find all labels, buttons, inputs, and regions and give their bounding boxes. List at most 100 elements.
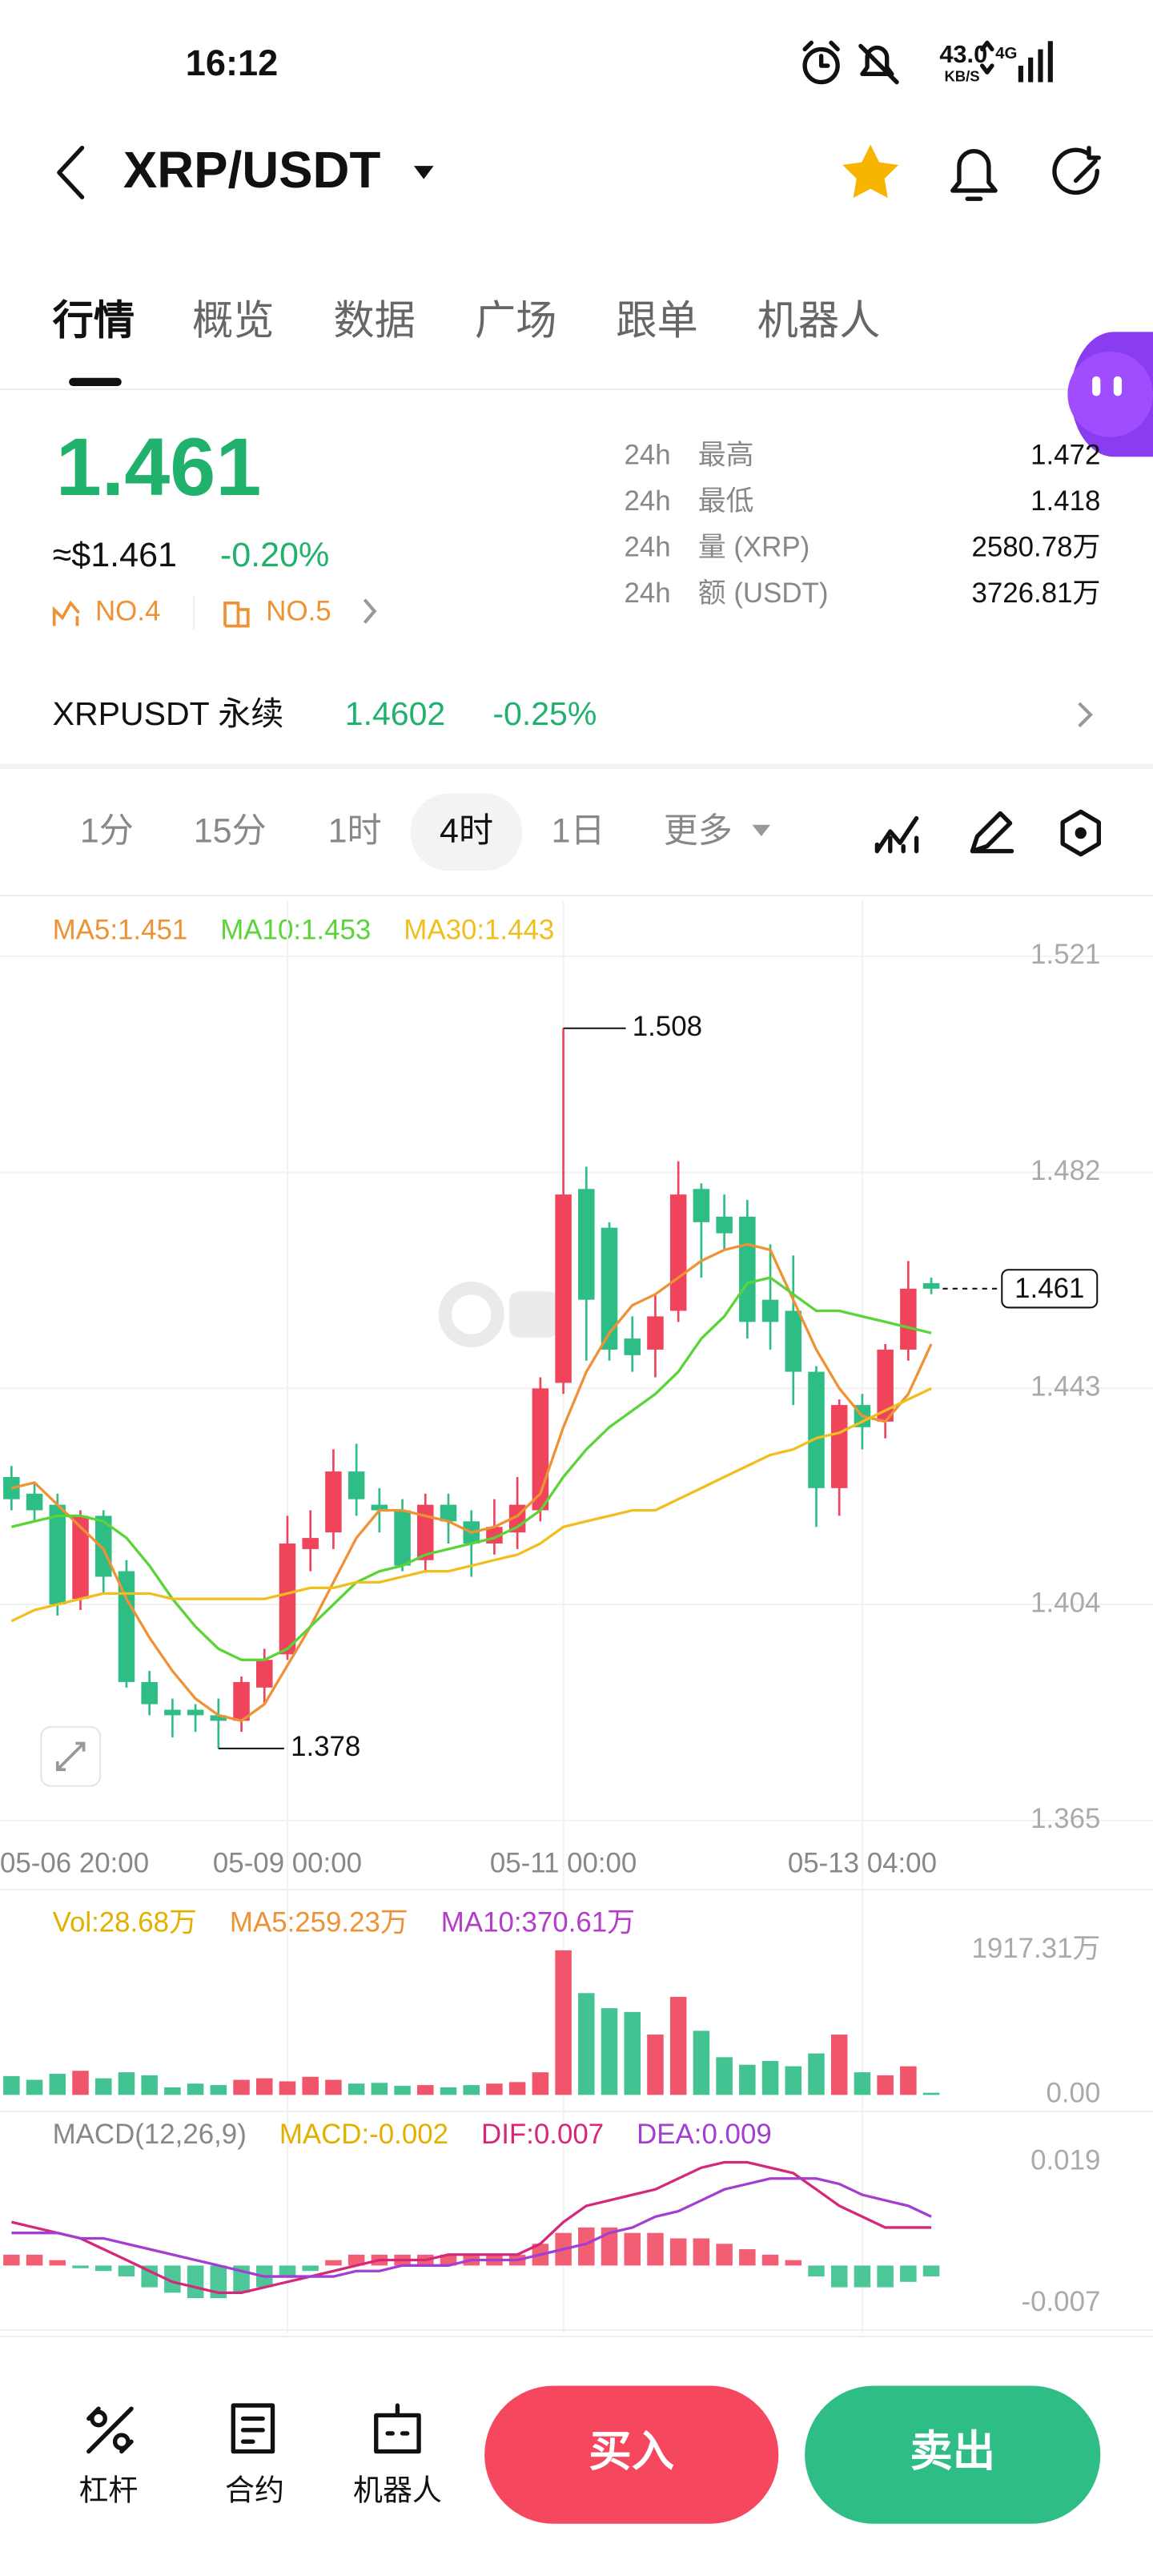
macd-bar bbox=[647, 2232, 664, 2266]
volume-bar bbox=[302, 2076, 319, 2095]
volume-bar bbox=[72, 2071, 89, 2095]
volume-bar bbox=[26, 2079, 43, 2095]
tool-label[interactable]: 机器人 bbox=[353, 2474, 442, 2507]
draw-button[interactable] bbox=[970, 811, 1014, 854]
pair-dropdown[interactable] bbox=[413, 166, 434, 179]
dea-line bbox=[11, 2177, 932, 2278]
volume-tick-label: 0.00 bbox=[1046, 2078, 1100, 2109]
candle-body bbox=[440, 1504, 457, 1522]
leverage-icon[interactable] bbox=[86, 2406, 134, 2454]
alert-bell[interactable] bbox=[950, 149, 998, 201]
buy-button[interactable] bbox=[484, 2385, 779, 2524]
volume-bar bbox=[669, 1996, 687, 2095]
volume-bar bbox=[417, 2085, 434, 2095]
macd-bar bbox=[94, 2265, 112, 2272]
stat-label: 量 (XRP) bbox=[698, 531, 810, 562]
tool-label[interactable]: 杠杆 bbox=[78, 2474, 138, 2507]
volume-bar bbox=[463, 2085, 480, 2095]
ma-line bbox=[10, 1387, 932, 1623]
perpetual-name[interactable]: XRPUSDT 永续 bbox=[53, 695, 284, 732]
legend-entry: MA5:259.23万 bbox=[230, 1906, 408, 1938]
interval[interactable]: 1日 bbox=[552, 811, 605, 850]
tab[interactable]: 数据 bbox=[333, 298, 416, 344]
interval-bar: 1分 15分 1时 4时 1日 更多 bbox=[80, 811, 733, 850]
stat-period: 24h bbox=[624, 485, 670, 517]
macd-bar bbox=[440, 2254, 457, 2266]
volume-bar bbox=[647, 2035, 664, 2095]
rank-gain[interactable]: NO.5 bbox=[266, 595, 331, 626]
tab[interactable]: 广场 bbox=[475, 298, 557, 344]
kline-chart[interactable]: MA5:1.451 MA10:1.453 MA30:1.443 1.521 1.482 1… bbox=[0, 900, 1153, 2333]
stat-value: 2580.78万 bbox=[971, 531, 1100, 562]
stat-label: 最高 bbox=[698, 439, 754, 470]
chevron[interactable] bbox=[1078, 702, 1093, 728]
contract-icon[interactable] bbox=[231, 2403, 275, 2454]
buy-label[interactable]: 买入 bbox=[589, 2429, 674, 2476]
tab[interactable]: 概览 bbox=[192, 298, 275, 344]
perpetual-price: 1.4602 bbox=[345, 695, 445, 732]
macd-bar bbox=[808, 2265, 825, 2276]
tab[interactable]: 行情 bbox=[53, 298, 135, 344]
volume-bar bbox=[440, 2087, 457, 2095]
volume-bar bbox=[808, 2053, 825, 2095]
volume-bar bbox=[716, 2057, 733, 2095]
high-label: 1.508 bbox=[633, 1011, 702, 1042]
stat-period: 24h bbox=[624, 578, 670, 609]
interval[interactable]: 15分 bbox=[194, 811, 267, 850]
robot-icon[interactable] bbox=[374, 2403, 421, 2454]
net-speed: 43.0 bbox=[939, 40, 987, 68]
x-tick-label: 05-06 20:00 bbox=[0, 1847, 149, 1878]
candle-body bbox=[716, 1216, 733, 1234]
tab[interactable]: 跟单 bbox=[616, 298, 698, 344]
indicator-button[interactable] bbox=[874, 815, 919, 854]
share-button[interactable] bbox=[1052, 145, 1101, 195]
low-label: 1.378 bbox=[291, 1731, 360, 1762]
volume-bar bbox=[578, 1993, 595, 2095]
last-price-box bbox=[1001, 1269, 1099, 1309]
macd-bar bbox=[739, 2249, 756, 2266]
tab-indicator bbox=[69, 377, 122, 387]
interval[interactable]: 更多 bbox=[664, 811, 733, 850]
volume-bar bbox=[900, 2066, 917, 2095]
legend-entry: DIF:0.007 bbox=[481, 2119, 604, 2150]
tab[interactable]: 机器人 bbox=[757, 298, 881, 344]
candle-body bbox=[922, 1282, 940, 1289]
volume-bar bbox=[348, 2083, 365, 2095]
sell-label[interactable]: 卖出 bbox=[910, 2429, 995, 2476]
pair-title[interactable]: XRP/USDT bbox=[123, 142, 381, 199]
candle-body bbox=[233, 1681, 250, 1721]
price-change: -0.20% bbox=[220, 536, 329, 574]
legend-entry: MA5:1.451 bbox=[53, 914, 188, 945]
favorite-star[interactable] bbox=[842, 144, 899, 198]
settings-button[interactable] bbox=[1060, 809, 1101, 857]
interval[interactable]: 4时 bbox=[440, 811, 493, 850]
ma-line bbox=[10, 1276, 932, 1661]
assistant-bubble[interactable] bbox=[1067, 332, 1153, 457]
interval[interactable]: 1时 bbox=[328, 811, 382, 850]
stat-value: 1.472 bbox=[1030, 439, 1100, 470]
rank-volume[interactable]: NO.4 bbox=[95, 595, 160, 626]
x-tick-label: 05-09 00:00 bbox=[213, 1847, 362, 1878]
candle-body bbox=[830, 1405, 848, 1488]
volume-bar bbox=[624, 2011, 641, 2095]
candle-body bbox=[555, 1194, 572, 1383]
volume-bar bbox=[164, 2087, 181, 2095]
tool-label[interactable]: 合约 bbox=[225, 2474, 284, 2507]
last-price: 1.461 bbox=[56, 421, 262, 513]
volume-bar bbox=[325, 2079, 342, 2095]
interval[interactable]: 1分 bbox=[80, 811, 134, 850]
candle-body bbox=[601, 1227, 618, 1350]
legend-entry: MA10:1.453 bbox=[220, 914, 371, 945]
last-price-label: 1.461 bbox=[1014, 1273, 1084, 1304]
candle-body bbox=[624, 1338, 641, 1355]
macd-bar bbox=[578, 2227, 595, 2266]
sell-button[interactable] bbox=[805, 2385, 1101, 2524]
candle-body bbox=[187, 1709, 204, 1716]
more-dropdown[interactable] bbox=[752, 824, 771, 837]
chevron[interactable] bbox=[363, 598, 377, 624]
back-button[interactable] bbox=[57, 145, 85, 199]
macd-bar bbox=[900, 2265, 917, 2282]
